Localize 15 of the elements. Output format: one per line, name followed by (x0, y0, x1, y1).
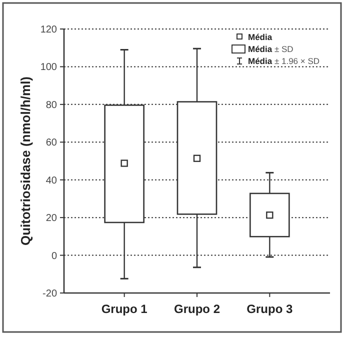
x-tick-label: Grupo 2 (174, 302, 220, 316)
y-tick-label: 0 (51, 250, 58, 262)
x-tick-label: Grupo 1 (101, 302, 148, 316)
annotation: Média (248, 32, 272, 42)
annotation: Média ± 1.96 × SD (248, 56, 320, 66)
y-tick-label: 60 (46, 138, 58, 149)
annotation: Média ± SD (248, 44, 294, 54)
y-tick-label: 120 (40, 24, 58, 36)
x-tick-label: Grupo 3 (246, 302, 293, 316)
y-tick-label: 80 (46, 100, 58, 111)
y-tick-label: -20 (42, 288, 58, 300)
y-tick-label: 40 (46, 175, 58, 186)
y-tick-label: 20 (46, 213, 58, 224)
y-tick-label: 100 (40, 62, 58, 74)
y-axis-title: Quitotriosidase (nmol/h/ml) (18, 76, 33, 246)
